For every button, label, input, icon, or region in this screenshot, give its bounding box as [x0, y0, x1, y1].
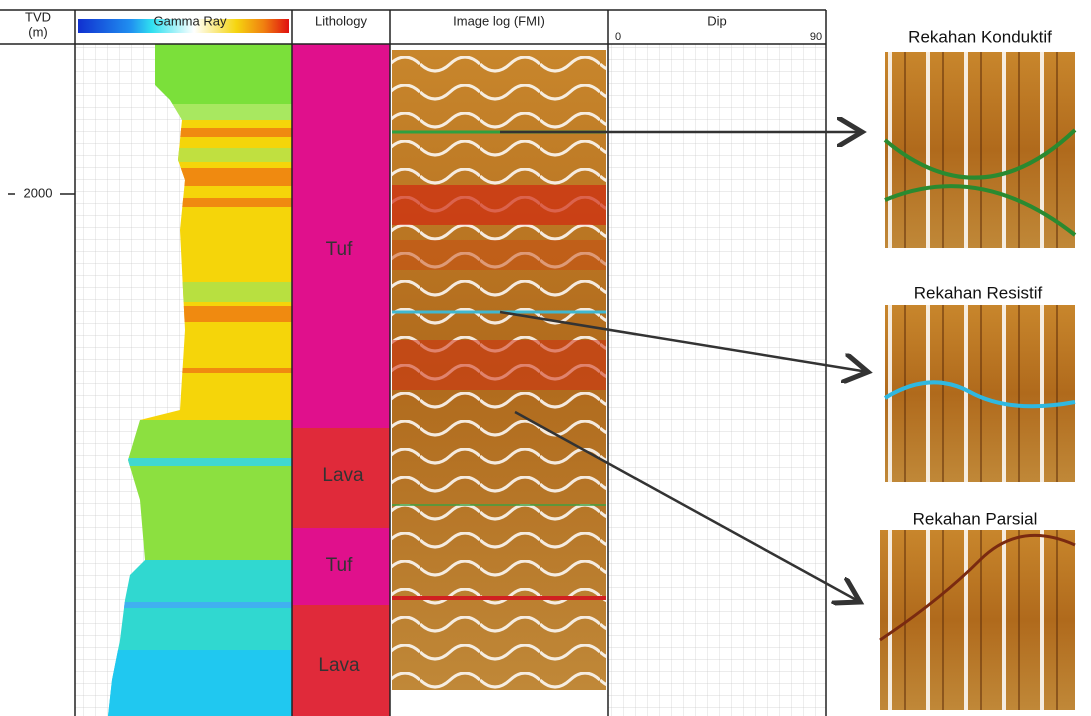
depth-label: 2000 [24, 185, 53, 200]
gamma-scale [78, 19, 289, 33]
lith-label: Tuf [326, 239, 353, 260]
arrow [499, 132, 868, 602]
panel-image [879, 530, 1076, 710]
lith-block [292, 428, 390, 528]
panel-image [883, 52, 1077, 248]
lith-block [292, 605, 390, 716]
lith-block [292, 528, 390, 605]
panel-title: Rekahan Konduktif [908, 27, 1052, 46]
lith-label: Lava [318, 655, 360, 676]
dip-max: 90 [810, 31, 822, 43]
panel-title: Rekahan Parsial [913, 509, 1038, 528]
depth-unit: (m) [28, 24, 48, 39]
lith-block [292, 44, 390, 428]
panel-image [883, 305, 1076, 482]
column-header: Gamma Ray [154, 13, 227, 28]
column-header: Lithology [315, 13, 368, 28]
panel-title: Rekahan Resistif [914, 283, 1043, 302]
dip-grid [608, 44, 826, 716]
dip-min: 0 [615, 31, 621, 43]
lith-label: Tuf [326, 555, 353, 576]
fmi-image [392, 50, 606, 690]
lith-label: Lava [322, 465, 364, 486]
column-borders [0, 9, 827, 716]
depth-title: TVD [25, 9, 51, 24]
column-header: Image log (FMI) [453, 13, 545, 28]
column-header: Dip [707, 13, 727, 28]
